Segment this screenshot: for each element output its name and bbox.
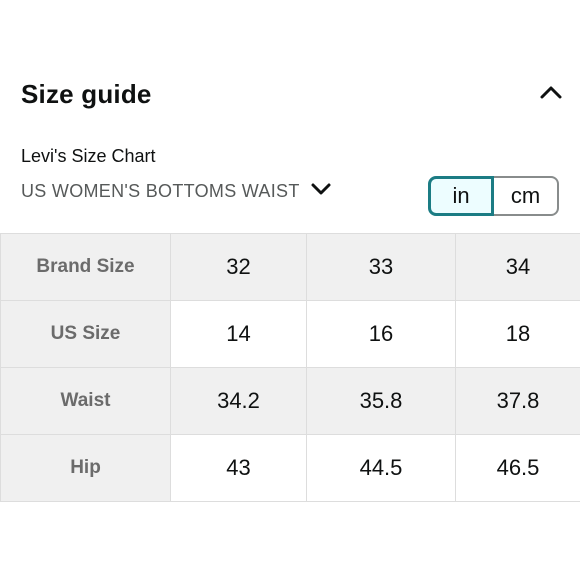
table-cell: 18 bbox=[455, 300, 580, 368]
row-label: Waist bbox=[0, 367, 171, 435]
table-row-us-size: US Size 14 16 18 bbox=[0, 300, 580, 368]
row-label: Hip bbox=[0, 434, 171, 502]
size-guide-header: Size guide bbox=[21, 74, 566, 114]
unit-in-button[interactable]: in bbox=[428, 176, 494, 216]
unit-toggle: in cm bbox=[428, 176, 559, 216]
chevron-down-icon bbox=[310, 181, 332, 202]
chart-name: Levi's Size Chart bbox=[21, 146, 156, 166]
table-cell: 32 bbox=[170, 233, 307, 301]
table-cell: 34 bbox=[455, 233, 580, 301]
table-cell: 16 bbox=[306, 300, 456, 368]
table-cell: 37.8 bbox=[455, 367, 580, 435]
table-cell: 14 bbox=[170, 300, 307, 368]
table-row-brand-size: Brand Size 32 33 34 bbox=[0, 233, 580, 301]
size-table: Brand Size 32 33 34 US Size 14 16 18 Wai… bbox=[0, 233, 580, 502]
collapse-button[interactable] bbox=[536, 79, 566, 109]
page-title: Size guide bbox=[21, 78, 152, 109]
table-cell: 43 bbox=[170, 434, 307, 502]
table-cell: 34.2 bbox=[170, 367, 307, 435]
row-label: US Size bbox=[0, 300, 171, 368]
table-cell: 46.5 bbox=[455, 434, 580, 502]
table-cell: 33 bbox=[306, 233, 456, 301]
row-label: Brand Size bbox=[0, 233, 171, 301]
table-row-hip: Hip 43 44.5 46.5 bbox=[0, 434, 580, 502]
table-cell: 44.5 bbox=[306, 434, 456, 502]
unit-cm-button[interactable]: cm bbox=[494, 176, 559, 216]
category-label: US WOMEN'S BOTTOMS WAIST bbox=[21, 180, 300, 201]
table-cell: 35.8 bbox=[306, 367, 456, 435]
chevron-up-icon bbox=[539, 84, 563, 105]
table-row-waist: Waist 34.2 35.8 37.8 bbox=[0, 367, 580, 435]
category-dropdown[interactable]: US WOMEN'S BOTTOMS WAIST bbox=[21, 178, 332, 204]
